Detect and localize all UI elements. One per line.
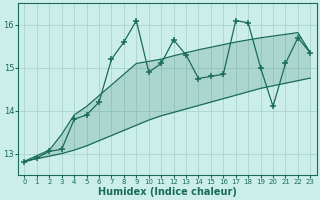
X-axis label: Humidex (Indice chaleur): Humidex (Indice chaleur) [98, 187, 237, 197]
